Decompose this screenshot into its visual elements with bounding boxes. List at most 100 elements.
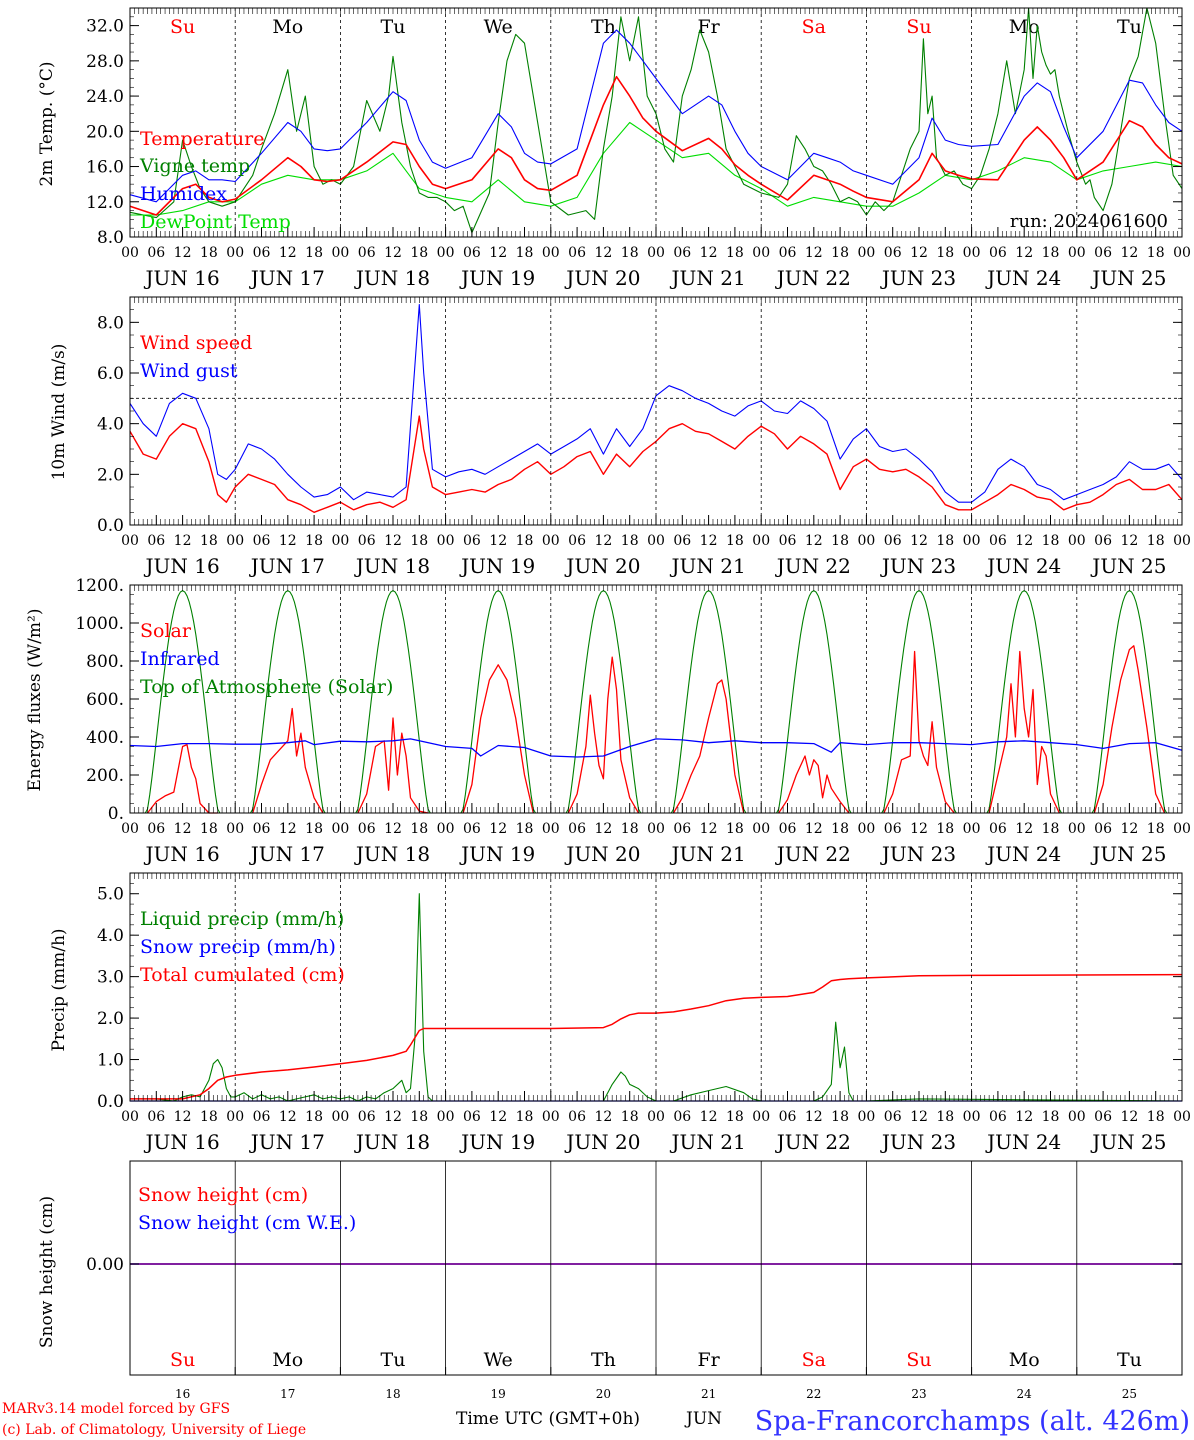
temperature-line [129, 75, 1183, 216]
x-hour-label: 12 [174, 1109, 192, 1125]
x-hour-label: 18 [936, 533, 954, 549]
x-hour-label: 18 [621, 245, 639, 261]
x-hour-label: 06 [989, 1109, 1007, 1125]
x-hour-label: 12 [910, 245, 928, 261]
x-hour-label: 06 [358, 821, 376, 837]
snow-weekday-labels: Su Mo Tu We Th Fr Sa Su Mo Tu [170, 1349, 1142, 1371]
x-hour-label: 06 [779, 533, 797, 549]
day-number-label: 23 [911, 1387, 926, 1401]
x-hour-label: 12 [384, 1109, 402, 1125]
x-day-label: JUN 23 [880, 266, 956, 290]
temperature-panel: Su Mo Tu We Th Fr Sa Su Mo Tu 8.0 12.0 16.0 20.0 24.0… [37, 7, 1191, 290]
weekday-label: Mo [1009, 16, 1040, 38]
x-hour-label: 00 [752, 533, 770, 549]
x-day-label: JUN 21 [670, 266, 746, 290]
x-hour-label: 18 [621, 533, 639, 549]
x-hour-label: 18 [936, 821, 954, 837]
x-hour-label: 18 [1042, 1109, 1060, 1125]
y-tick-label: 12.0 [86, 193, 124, 213]
weekday-label: Fr [697, 16, 720, 38]
x-day-label: JUN 21 [670, 554, 746, 578]
station-title: Spa-Francorchamps (alt. 426m) [755, 1406, 1190, 1437]
x-hour-label: 00 [857, 533, 875, 549]
x-hour-label: 06 [673, 821, 691, 837]
x-hour-label: 12 [279, 245, 297, 261]
y-tick-label: 0. [108, 804, 124, 824]
legend-snow-height-we: Snow height (cm W.E.) [138, 1212, 356, 1234]
x-hour-label: 18 [200, 245, 218, 261]
y-tick-label: 0.0 [97, 1092, 124, 1112]
x-hour-label: 00 [963, 821, 981, 837]
x-day-label: JUN 24 [985, 842, 1061, 866]
weekday-label: Sa [802, 1349, 826, 1371]
x-day-label: JUN 16 [144, 842, 220, 866]
x-hour-label: 00 [121, 821, 139, 837]
x-hour-label: 00 [647, 533, 665, 549]
x-day-label: JUN 21 [670, 842, 746, 866]
x-hour-label: 00 [963, 533, 981, 549]
x-hour-label: 00 [857, 821, 875, 837]
x-hour-label: 00 [857, 245, 875, 261]
x-day-label: JUN 18 [354, 554, 430, 578]
y-tick-label: 6.0 [97, 364, 124, 384]
x-hour-label: 12 [489, 1109, 507, 1125]
x-hour-label: 12 [805, 821, 823, 837]
x-hour-label: 12 [1015, 245, 1033, 261]
x-hour-label: 00 [752, 821, 770, 837]
x-hour-label: 18 [410, 821, 428, 837]
weekday-label: Su [170, 16, 195, 38]
y-tick-label: 800. [86, 652, 124, 672]
x-hour-label: 00 [331, 533, 349, 549]
legend-liquid-precip: Liquid precip (mm/h) [140, 908, 344, 930]
x-day-label: JUN 16 [144, 266, 220, 290]
x-day-label: JUN 23 [880, 554, 956, 578]
x-hour-label: 00 [437, 821, 455, 837]
weekday-label: Su [170, 1349, 195, 1371]
solar-line [778, 755, 850, 814]
x-hour-label: 12 [700, 821, 718, 837]
wind-panel: 0.0 2.0 4.0 6.0 8.0 00 06 12 18 00 06 12 18 00 06 12 18 0… [49, 296, 1191, 578]
solar-line [462, 664, 534, 814]
x-hour-label: 12 [594, 1109, 612, 1125]
x-day-label: JUN 18 [354, 842, 430, 866]
legend-snow-height: Snow height (cm) [138, 1184, 308, 1206]
x-day-label: JUN 24 [985, 266, 1061, 290]
day-number-label: 20 [596, 1387, 611, 1401]
x-day-label: JUN 20 [564, 842, 640, 866]
run-annotation: run: 2024061600 [1010, 211, 1168, 232]
x-hour-label: 00 [226, 533, 244, 549]
x-hour-label: 06 [253, 1109, 271, 1125]
x-hour-label: 00 [226, 245, 244, 261]
x-hour-label: 00 [1068, 533, 1086, 549]
x-day-label: JUN 19 [459, 266, 535, 290]
x-hour-label: 18 [831, 245, 849, 261]
x-day-label: JUN 17 [249, 1130, 325, 1154]
x-hour-label: 06 [568, 821, 586, 837]
y-tick-label: 1000. [75, 614, 124, 634]
precip-panel: 0.0 1.0 2.0 3.0 4.0 5.0 00 06 12 18 00 06 12 18 00 06 12… [49, 872, 1191, 1154]
y-tick-label: 5.0 [97, 885, 124, 905]
x-hour-label: 12 [174, 533, 192, 549]
weekday-label: Tu [381, 16, 406, 38]
x-hour-label: 06 [358, 533, 376, 549]
x-hour-label: 18 [410, 533, 428, 549]
x-hour-label: 12 [174, 821, 192, 837]
x-hour-label: 12 [700, 1109, 718, 1125]
x-hour-label: 12 [1120, 1109, 1138, 1125]
x-hour-label: 06 [463, 245, 481, 261]
legend-wind-speed: Wind speed [140, 332, 252, 354]
weekday-label: Tu [381, 1349, 406, 1371]
x-hour-label: 00 [542, 245, 560, 261]
x-hour-label: 12 [384, 533, 402, 549]
solar-line [146, 743, 218, 814]
x-hour-label: 12 [279, 821, 297, 837]
weekday-label: Tu [1117, 1349, 1142, 1371]
weekday-label: Mo [1009, 1349, 1040, 1371]
y-tick-label: 28.0 [86, 52, 124, 72]
x-hour-label: 12 [805, 533, 823, 549]
x-day-label: JUN 23 [880, 1130, 956, 1154]
x-hour-label: 12 [805, 245, 823, 261]
x-hour-label: 12 [174, 245, 192, 261]
y-tick-label: 2.0 [97, 465, 124, 485]
y-tick-label: 600. [86, 690, 124, 710]
